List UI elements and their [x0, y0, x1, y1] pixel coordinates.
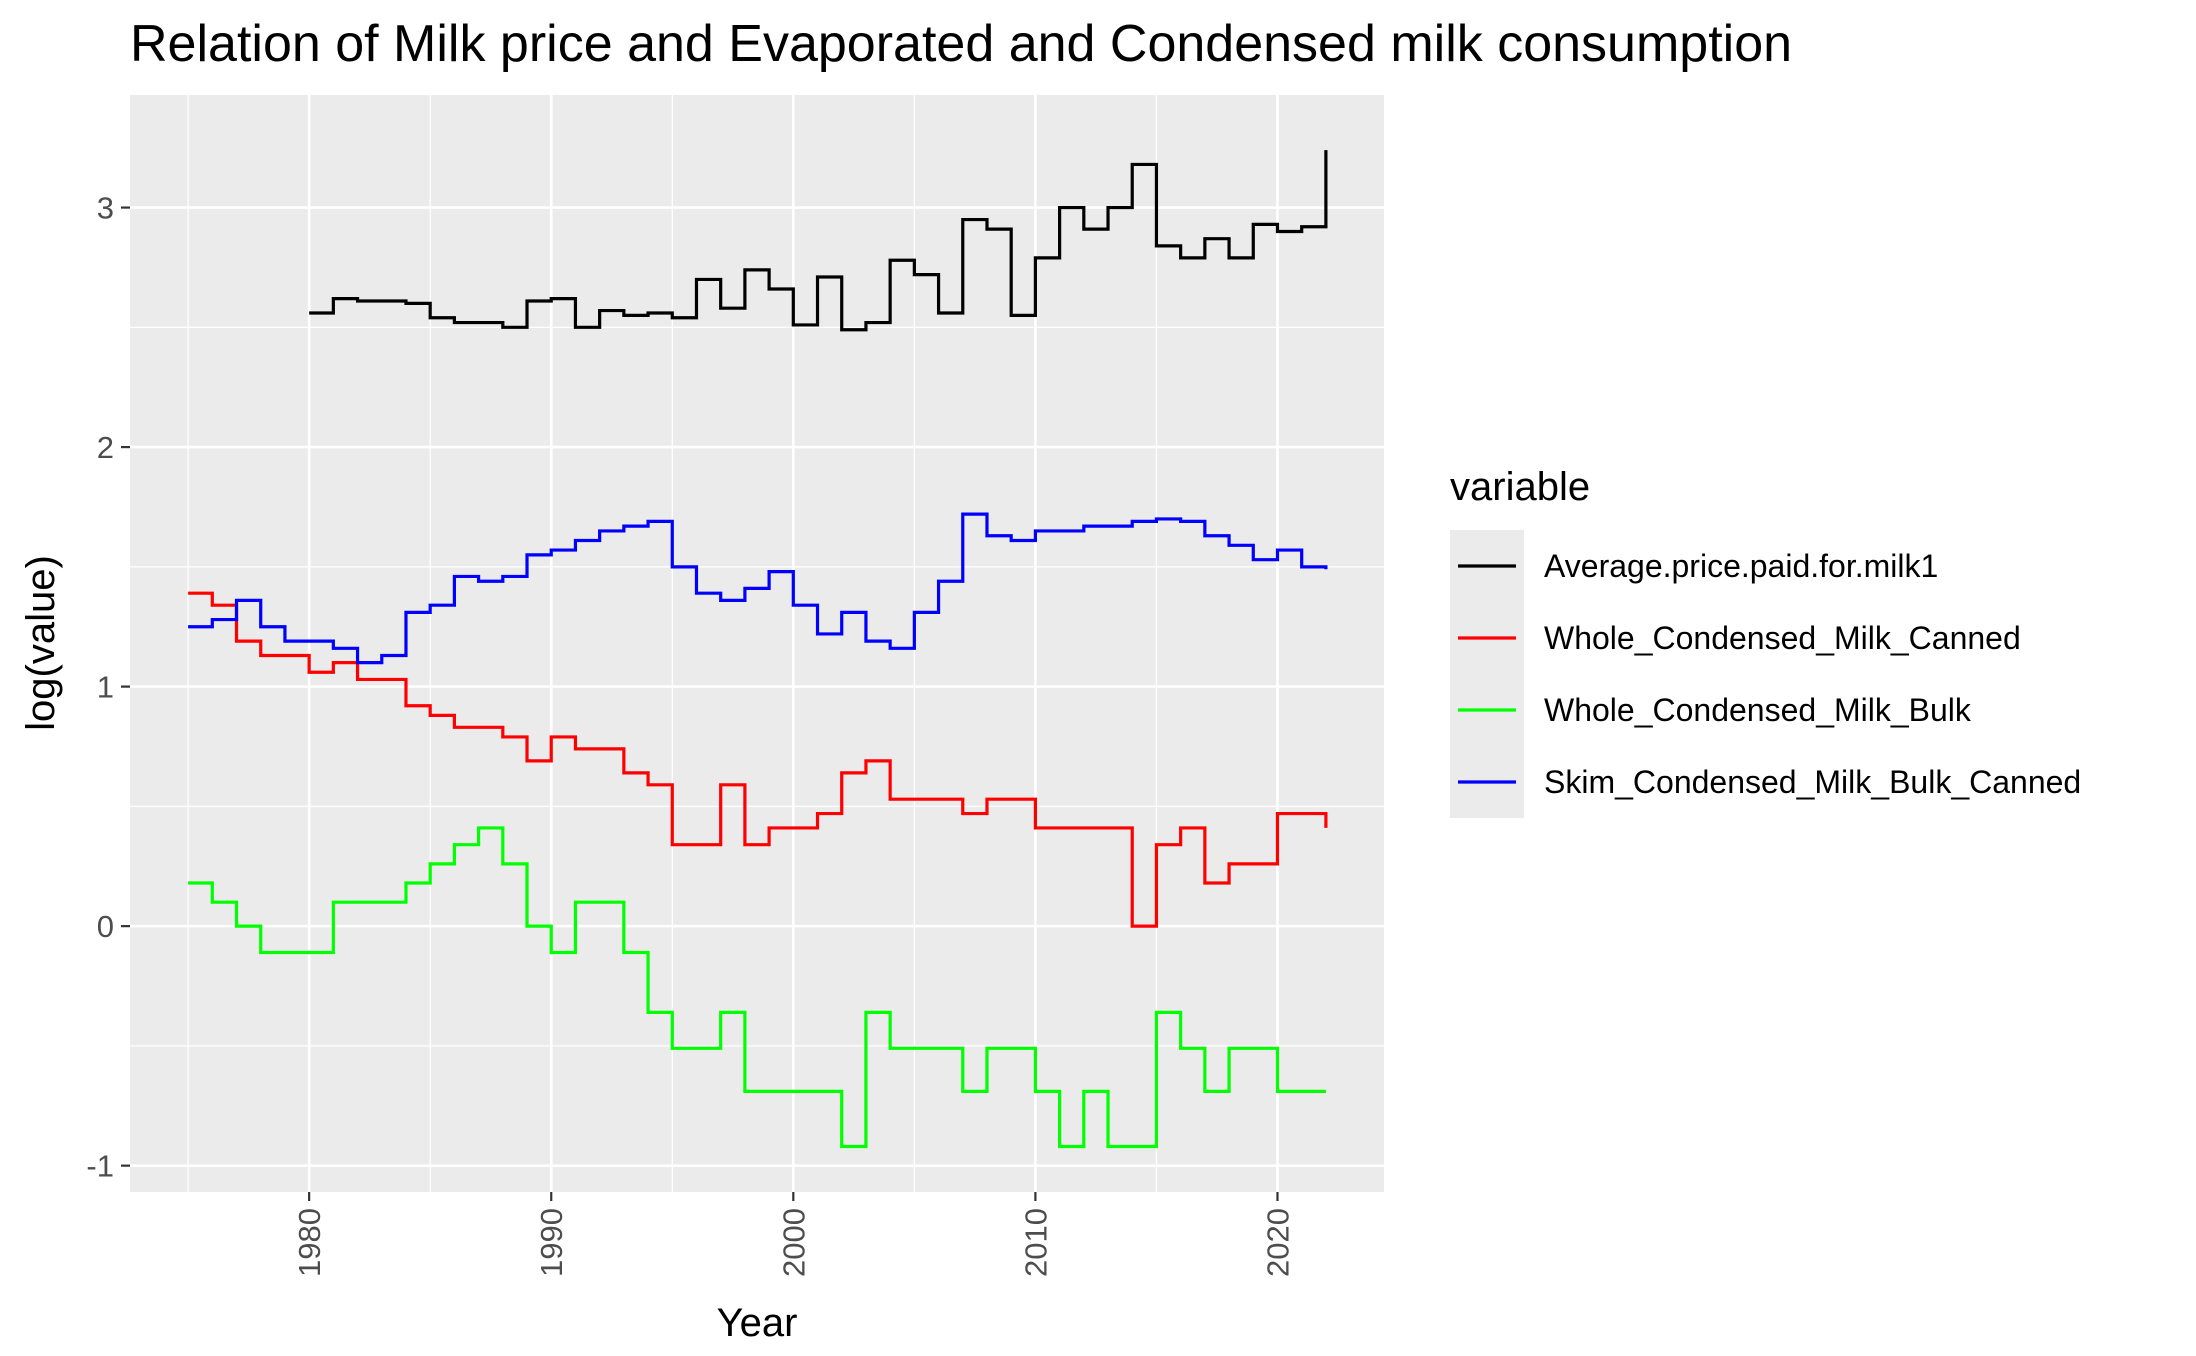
y-axis-title: log(value) — [19, 555, 63, 731]
y-tick-label: 2 — [97, 430, 114, 465]
series-line-2 — [188, 591, 1328, 928]
x-tick-label: 2000 — [776, 1208, 811, 1277]
y-tick-label: -1 — [86, 1149, 114, 1184]
series-line-1 — [309, 150, 1328, 332]
x-tick-label: 2010 — [1018, 1208, 1053, 1277]
grid-lines — [130, 95, 1384, 1192]
chart-title: Relation of Milk price and Evaporated an… — [130, 15, 1792, 73]
data-series — [188, 150, 1328, 1149]
legend-items: Average.price.paid.for.milk1 Whole_Conden… — [1450, 530, 2081, 818]
y-tick-label: 3 — [97, 191, 114, 226]
legend-label: Skim_Condensed_Milk_Bulk_Canned — [1544, 764, 2081, 800]
x-tick-label: 1990 — [534, 1208, 569, 1277]
legend-title: variable — [1450, 465, 1590, 509]
x-tick-label: 1980 — [292, 1208, 327, 1277]
axes: 1980 1990 2000 2010 2020 -1 0 1 2 3 — [86, 191, 1295, 1277]
legend: variable Average.price.paid.for.milk1 Who… — [1450, 465, 2081, 818]
y-tick-label: 0 — [97, 909, 114, 944]
x-tick-label: 2020 — [1260, 1208, 1295, 1277]
legend-label: Whole_Condensed_Milk_Bulk — [1544, 692, 1972, 728]
series-line-4 — [188, 512, 1328, 665]
y-tick-label: 1 — [97, 670, 114, 705]
legend-label: Average.price.paid.for.milk1 — [1544, 548, 1938, 584]
plot-panel — [130, 95, 1384, 1192]
legend-key-background — [1450, 530, 1524, 818]
x-axis-title: Year — [717, 1301, 798, 1345]
series-line-3 — [188, 826, 1326, 1149]
legend-label: Whole_Condensed_Milk_Canned — [1544, 620, 2021, 656]
